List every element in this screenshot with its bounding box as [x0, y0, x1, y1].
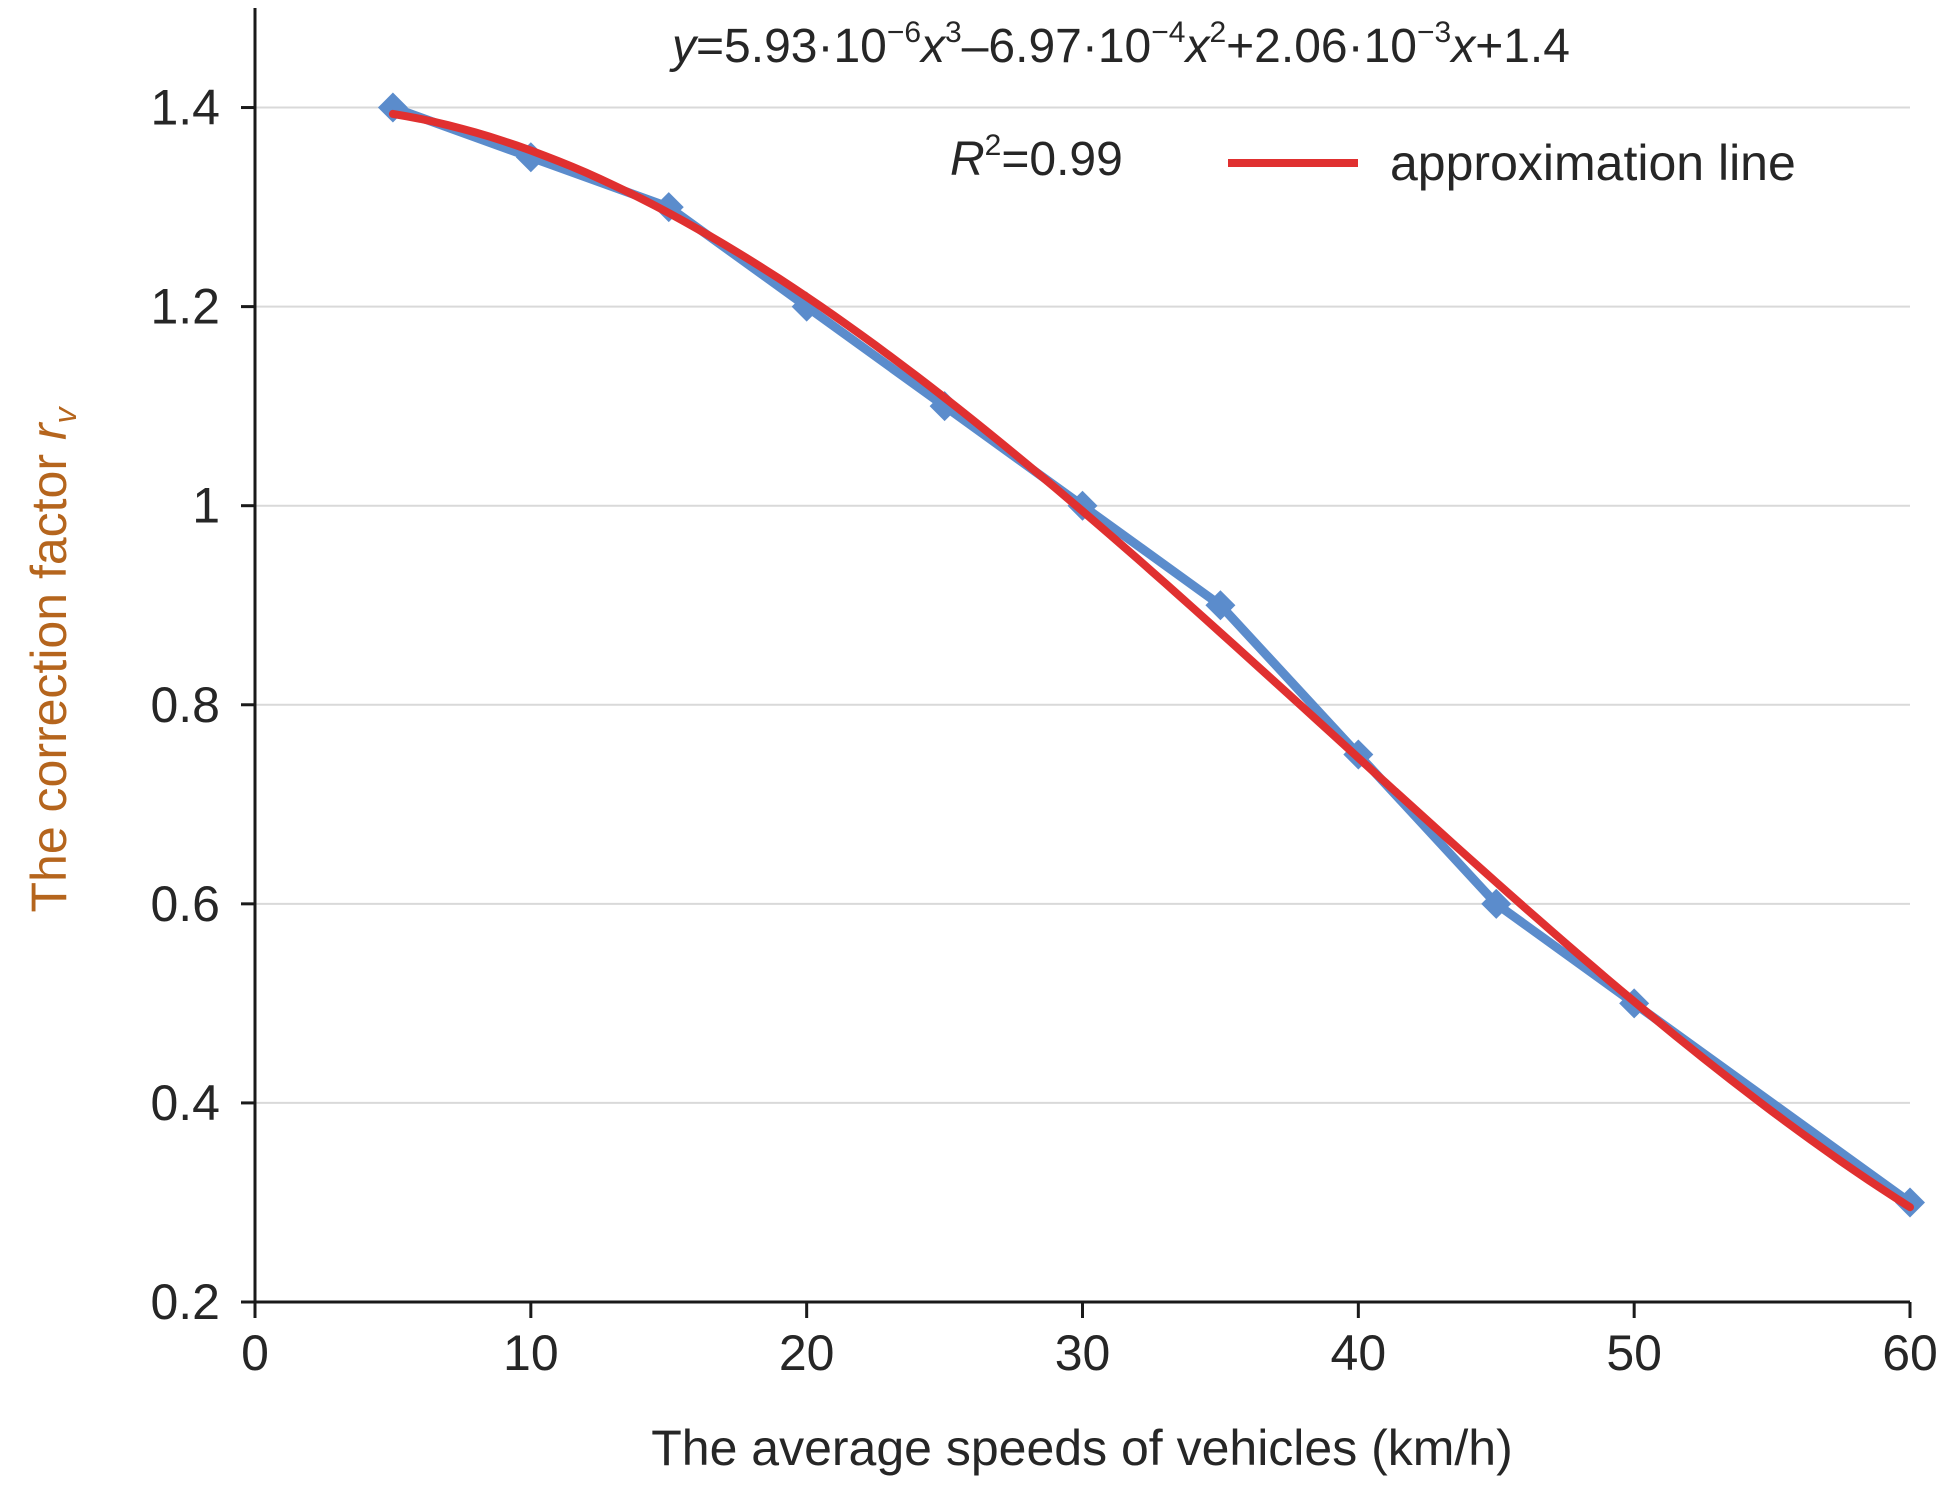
x-tick-label: 40: [1331, 1325, 1387, 1381]
eq-x3: x: [1449, 20, 1477, 73]
legend: approximation line: [1228, 135, 1796, 191]
x-tick-label: 50: [1606, 1325, 1662, 1381]
eq-y: y: [669, 20, 699, 73]
eq-exp4: 2: [1209, 16, 1226, 49]
gridlines: [255, 106, 1910, 1104]
eq-exp5: −3: [1417, 16, 1451, 49]
data-point-marker: [1205, 590, 1236, 621]
r2-r: R: [950, 133, 985, 186]
equation-annotation: y=5.93·10−6x3–6.97·10−4x2+2.06·10−3x+1.4: [669, 16, 1570, 73]
axes: [253, 8, 1910, 1304]
y-tick-label: 1: [192, 478, 220, 534]
y-tick-label: 0.6: [150, 876, 220, 932]
y-axis-title-main: The correction factor: [21, 440, 77, 912]
y-tick-label: 0.4: [150, 1075, 220, 1131]
y-tick-label: 0.8: [150, 677, 220, 733]
eq-part1: =5.93·10: [696, 20, 887, 73]
x-tick-label: 10: [503, 1325, 559, 1381]
r2-sup: 2: [985, 129, 1002, 162]
eq-exp3: −4: [1151, 16, 1185, 49]
y-axis-title-var: r: [21, 421, 77, 440]
x-axis-title: The average speeds of vehicles (km/h): [651, 1420, 1513, 1476]
eq-exp1: −6: [887, 16, 921, 49]
eq-x1: x: [919, 20, 947, 73]
y-tick-label: 1.4: [150, 80, 220, 136]
eq-part2: –6.97·10: [962, 20, 1152, 73]
y-axis-title-sub: v: [47, 405, 83, 423]
x-tick-label: 30: [1055, 1325, 1111, 1381]
eq-exp2: 3: [945, 16, 962, 49]
eq-part3: +2.06·10: [1226, 20, 1417, 73]
eq-part4: +1.4: [1475, 20, 1570, 73]
series: [377, 92, 1925, 1218]
x-tick-label: 0: [241, 1325, 269, 1381]
x-tick-label: 60: [1882, 1325, 1938, 1381]
r2-value: =0.99: [1001, 133, 1122, 186]
eq-x2: x: [1183, 20, 1211, 73]
y-axis-title: The correction factor rv: [21, 405, 83, 912]
data-point-marker: [1481, 888, 1512, 919]
r-squared-annotation: R2=0.99: [950, 129, 1123, 186]
x-tick-label: 20: [779, 1325, 835, 1381]
approximation-line: [388, 109, 1914, 1212]
y-tick-label: 1.2: [150, 279, 220, 335]
y-tick-label: 0.2: [150, 1274, 220, 1330]
legend-label: approximation line: [1390, 135, 1796, 191]
ticks: 0.2 0.4 0.6 0.8 1 1.2 1.4 0 10 20 30 40 50 60: [150, 80, 1937, 1381]
